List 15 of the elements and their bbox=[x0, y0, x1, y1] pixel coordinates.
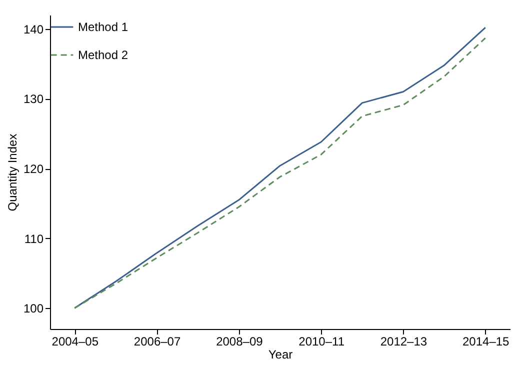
legend-label: Method 2 bbox=[78, 48, 128, 62]
x-tick-label: 2004–05 bbox=[52, 334, 99, 348]
y-tick-label: 140 bbox=[23, 22, 44, 36]
x-tick-label: 2012–13 bbox=[380, 334, 428, 348]
x-tick-label: 2006–07 bbox=[134, 334, 181, 348]
y-axis-title: Quantity Index bbox=[5, 134, 20, 212]
x-tick-label: 2010–11 bbox=[298, 334, 345, 348]
y-tick-label: 110 bbox=[24, 232, 44, 246]
x-axis-title: Year bbox=[268, 348, 293, 362]
legend-label: Method 1 bbox=[78, 20, 128, 34]
y-tick-label: 100 bbox=[23, 302, 44, 316]
x-tick-label: 2008–09 bbox=[216, 334, 264, 348]
x-tick-label: 2014–15 bbox=[462, 334, 510, 348]
y-tick-label: 130 bbox=[23, 92, 44, 106]
y-tick-label: 120 bbox=[23, 162, 44, 176]
